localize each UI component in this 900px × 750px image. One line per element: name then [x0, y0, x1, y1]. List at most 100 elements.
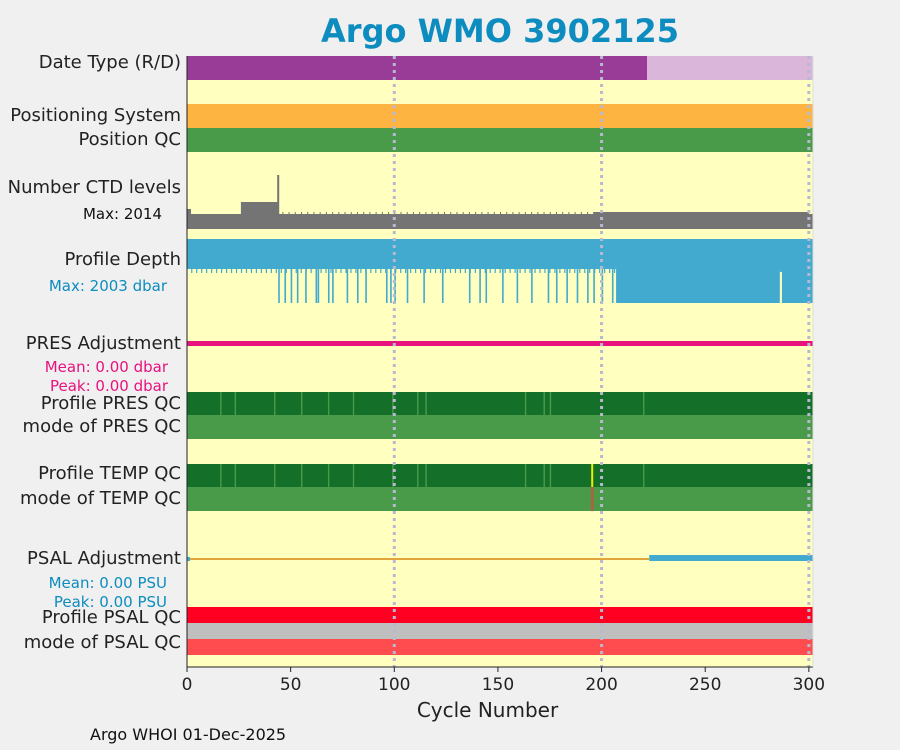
profile-depth-spike	[441, 269, 444, 303]
profile-depth-tick	[429, 269, 432, 273]
profile-depth-spike	[516, 269, 519, 303]
profile-depth-tick	[464, 269, 466, 273]
profile-pres-qc-flag	[234, 392, 237, 415]
ctd-levels-jitter	[487, 212, 489, 214]
profile-depth-tick	[524, 269, 526, 273]
profile-depth-tick	[499, 269, 501, 273]
ctd-levels-jitter	[444, 212, 446, 214]
profile-depth-tick	[489, 269, 491, 273]
ctd-levels-jitter	[524, 212, 526, 214]
ctd-levels-jitter	[338, 212, 340, 214]
profile-depth-tick	[216, 269, 218, 273]
mode-pres-qc-bar	[187, 415, 813, 439]
pres-adjustment-line	[187, 341, 813, 346]
ctd-levels-jitter	[506, 212, 508, 214]
profile-temp-qc-flag	[274, 464, 276, 487]
label-mode-temp-qc: mode of TEMP QC	[19, 488, 181, 509]
label-psal-peak: Peak: 0.00 PSU	[53, 593, 167, 611]
ctd-levels-jitter	[381, 212, 383, 214]
ctd-levels-jitter	[493, 212, 495, 214]
ctd-levels-jitter	[294, 212, 296, 214]
profile-temp-qc-flag	[543, 464, 545, 487]
x-tick-label: 100	[378, 675, 411, 695]
profile-depth-spike	[616, 269, 618, 303]
profile-depth-tick	[539, 269, 541, 273]
date-type-segment-D	[647, 56, 813, 80]
profile-pres-qc-flag	[327, 392, 330, 415]
mode-temp-qc-flag	[591, 487, 594, 511]
profile-depth-tick	[345, 269, 347, 273]
ctd-levels-spike	[277, 175, 280, 215]
ctd-levels-jitter	[500, 212, 501, 214]
profile-psal-qc-bar	[187, 607, 813, 623]
ctd-levels-jitter	[450, 212, 452, 214]
profile-depth-spike	[394, 269, 396, 303]
profile-pres-qc-flag	[352, 392, 355, 415]
profile-depth-tick	[609, 269, 611, 273]
profile-depth-tick	[459, 269, 461, 273]
profile-pres-qc-flag	[549, 392, 552, 415]
profile-temp-qc-flag	[591, 464, 594, 487]
profile-depth-spike	[327, 269, 330, 303]
psal-adjustment-start	[187, 557, 190, 561]
label-positioning-system: Positioning System	[10, 105, 181, 126]
profile-depth-tick	[419, 269, 422, 273]
ctd-levels-jitter	[325, 212, 327, 214]
profile-depth-tick	[285, 269, 287, 273]
ctd-levels-jitter	[456, 212, 458, 214]
profile-depth-tick	[250, 269, 253, 273]
profile-depth-spike	[278, 269, 280, 303]
profile-depth-tick	[240, 269, 243, 273]
profile-depth-tick	[434, 269, 437, 273]
label-profile-pres-qc: Profile PRES QC	[40, 393, 181, 414]
profile-depth-tick	[410, 269, 412, 273]
profile-depth-tick	[569, 269, 571, 273]
profile-depth-spike	[365, 269, 367, 303]
ctd-levels-jitter	[375, 212, 377, 214]
profile-depth-tick	[484, 269, 486, 273]
profile-depth-spike	[531, 269, 533, 303]
profile-depth-spike	[290, 269, 293, 303]
profile-depth-tick	[529, 269, 531, 273]
ctd-levels-jitter	[555, 212, 557, 214]
ctd-levels-jitter	[356, 212, 358, 214]
profile-depth-spike	[593, 269, 595, 303]
x-tick-label: 150	[481, 675, 515, 695]
profile-depth-tick	[614, 269, 616, 273]
profile-depth-spike	[576, 269, 579, 303]
profile-pres-qc-flag	[274, 392, 276, 415]
profile-depth-tick	[509, 269, 511, 273]
profile-pres-qc-flag	[392, 392, 394, 415]
ctd-levels-base	[187, 214, 813, 229]
profile-depth-tick	[360, 269, 362, 273]
ctd-levels-jitter	[574, 212, 576, 214]
ctd-levels-jitter	[468, 212, 470, 214]
ctd-levels-jitter	[313, 212, 315, 214]
profile-depth-tick	[220, 269, 223, 273]
label-profile-temp-qc: Profile TEMP QC	[38, 463, 181, 484]
profile-depth-spike	[547, 269, 550, 303]
profile-depth-tick	[439, 269, 442, 273]
profile-temp-qc-flag	[301, 464, 303, 487]
profile-pres-qc-flag	[425, 392, 427, 415]
label-psal-adjustment: PSAL Adjustment	[26, 548, 181, 569]
x-tick-label: 200	[585, 675, 618, 695]
profile-temp-qc-flag	[417, 464, 419, 487]
profile-depth-tick	[424, 269, 427, 273]
ctd-levels-jitter	[562, 212, 564, 214]
positioning-system-bar	[187, 104, 813, 128]
mode-psal-qc-bar	[187, 639, 813, 655]
profile-depth-spike	[479, 269, 481, 303]
profile-depth-spike	[485, 269, 488, 303]
profile-depth-tick	[589, 269, 591, 273]
profile-depth-tick	[355, 269, 357, 273]
profile-depth-spike	[332, 269, 334, 303]
ctd-levels-jitter	[518, 212, 520, 214]
profile-depth-tick	[325, 269, 327, 273]
label-ctd-levels: Number CTD levels	[7, 177, 181, 198]
profile-depth-spike	[468, 269, 471, 303]
ctd-levels-jitter	[350, 212, 352, 214]
profile-depth-spike	[587, 269, 589, 303]
ctd-levels-jitter	[481, 212, 483, 214]
profile-depth-spike	[305, 269, 307, 303]
